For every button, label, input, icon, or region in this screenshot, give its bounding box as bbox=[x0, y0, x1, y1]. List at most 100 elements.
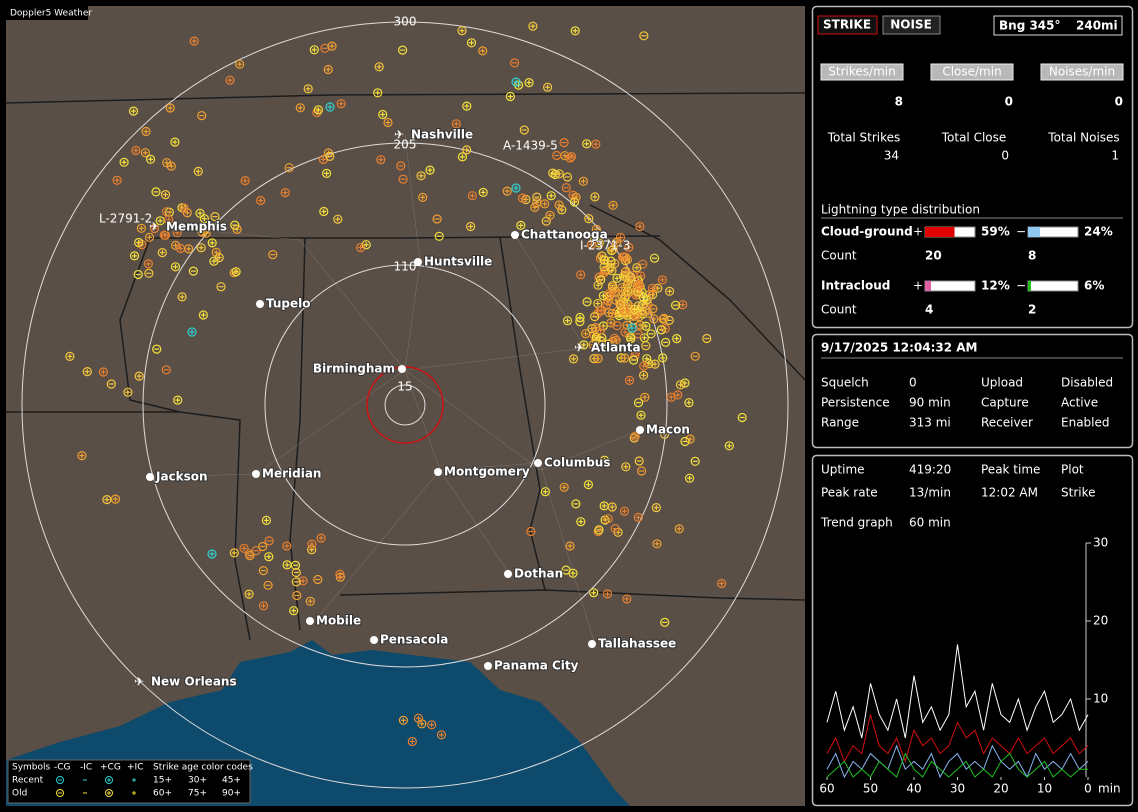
strike-ring bbox=[690, 456, 700, 466]
strike bbox=[724, 441, 734, 451]
strike-ring bbox=[240, 176, 250, 186]
strike-ring bbox=[603, 514, 613, 524]
bar-track bbox=[1027, 280, 1079, 292]
strike-ring bbox=[627, 323, 637, 333]
strike-ring bbox=[511, 77, 521, 87]
strike bbox=[416, 171, 426, 181]
strike bbox=[216, 282, 226, 292]
strike bbox=[509, 58, 520, 68]
strike bbox=[133, 269, 143, 280]
strike bbox=[607, 281, 618, 291]
strike bbox=[532, 192, 542, 202]
airport-icon: ✈ bbox=[134, 675, 144, 689]
city-label: Mobile bbox=[316, 614, 361, 628]
percent-bar bbox=[1028, 227, 1040, 237]
city-label: Macon bbox=[646, 423, 690, 437]
strike-ring bbox=[636, 410, 646, 420]
strike-ring bbox=[638, 292, 649, 303]
bearing-box bbox=[993, 15, 1123, 36]
stat-text: Strike bbox=[1061, 486, 1096, 500]
strike-ring bbox=[268, 250, 278, 260]
strike bbox=[214, 253, 224, 263]
strike-ring bbox=[633, 398, 644, 408]
strike-ring bbox=[333, 214, 343, 224]
city-label: Chattanooga bbox=[521, 228, 608, 242]
noise-button[interactable] bbox=[882, 15, 941, 35]
strike bbox=[639, 361, 649, 371]
storm-label: A-1439-5 bbox=[503, 139, 558, 153]
strike-ring bbox=[309, 45, 319, 55]
strike-ring bbox=[284, 163, 294, 173]
strike-ring bbox=[643, 308, 653, 318]
strike-ring bbox=[189, 36, 199, 46]
strike-ring bbox=[621, 309, 631, 319]
strike-ring bbox=[568, 568, 578, 578]
count-value: 8 bbox=[1028, 249, 1036, 263]
strike bbox=[568, 568, 578, 578]
strike bbox=[620, 294, 630, 304]
strike-ring bbox=[184, 244, 194, 254]
strike-ring bbox=[244, 589, 254, 599]
city-label: Atlanta bbox=[591, 341, 641, 355]
strike bbox=[356, 242, 366, 253]
strike bbox=[540, 199, 550, 209]
strike-ring bbox=[595, 335, 606, 346]
strike-ring bbox=[398, 45, 408, 55]
type-name: Intracloud bbox=[821, 279, 890, 293]
strike-ring bbox=[598, 291, 609, 301]
strike bbox=[636, 466, 647, 476]
strike-ring bbox=[612, 321, 622, 331]
strike bbox=[611, 295, 621, 305]
strike bbox=[467, 191, 477, 201]
strike bbox=[649, 314, 659, 324]
range-label: 205 bbox=[394, 138, 417, 152]
strike bbox=[140, 148, 150, 158]
strike bbox=[638, 292, 649, 303]
stat-text: Peak rate bbox=[821, 486, 878, 500]
strike bbox=[466, 221, 476, 232]
strike bbox=[131, 145, 141, 156]
strike-ring bbox=[264, 552, 274, 562]
city-dot bbox=[256, 300, 264, 308]
strike-ring bbox=[611, 335, 621, 345]
strike bbox=[316, 533, 326, 543]
city-dot bbox=[414, 258, 422, 266]
strike bbox=[622, 255, 633, 265]
strike-ring bbox=[680, 436, 690, 447]
strike bbox=[639, 31, 649, 41]
strike bbox=[621, 266, 631, 276]
setting-text: Range bbox=[821, 416, 859, 430]
strike-ring bbox=[225, 75, 235, 85]
strike-ring bbox=[673, 390, 683, 400]
strike-ring bbox=[313, 105, 323, 115]
strike bbox=[434, 231, 444, 241]
city-dot bbox=[146, 473, 154, 481]
strike-ring bbox=[307, 539, 317, 549]
strike bbox=[280, 188, 290, 198]
strike-ring bbox=[327, 41, 337, 51]
strike-ring bbox=[144, 268, 154, 278]
strike-ring bbox=[172, 228, 182, 238]
strike-ring bbox=[562, 172, 573, 182]
strike bbox=[599, 255, 609, 265]
strike bbox=[134, 371, 144, 381]
strike bbox=[303, 84, 313, 94]
strike-ring bbox=[505, 91, 515, 102]
sign: − bbox=[1016, 279, 1026, 293]
strike-button[interactable] bbox=[817, 15, 878, 35]
strike-ring bbox=[631, 311, 641, 321]
strike bbox=[554, 169, 564, 179]
strike-ring bbox=[607, 281, 618, 291]
strike bbox=[571, 499, 581, 509]
airport-icon: ✈ bbox=[394, 128, 404, 142]
strike bbox=[634, 280, 644, 290]
strike-ring bbox=[152, 344, 162, 354]
strike bbox=[282, 541, 292, 551]
strike bbox=[640, 392, 650, 402]
strike-ring bbox=[660, 323, 670, 334]
strike bbox=[716, 578, 727, 589]
strike-ring bbox=[211, 247, 221, 257]
strike-ring bbox=[316, 533, 326, 543]
strike bbox=[462, 101, 472, 111]
strike-ring bbox=[532, 192, 542, 202]
